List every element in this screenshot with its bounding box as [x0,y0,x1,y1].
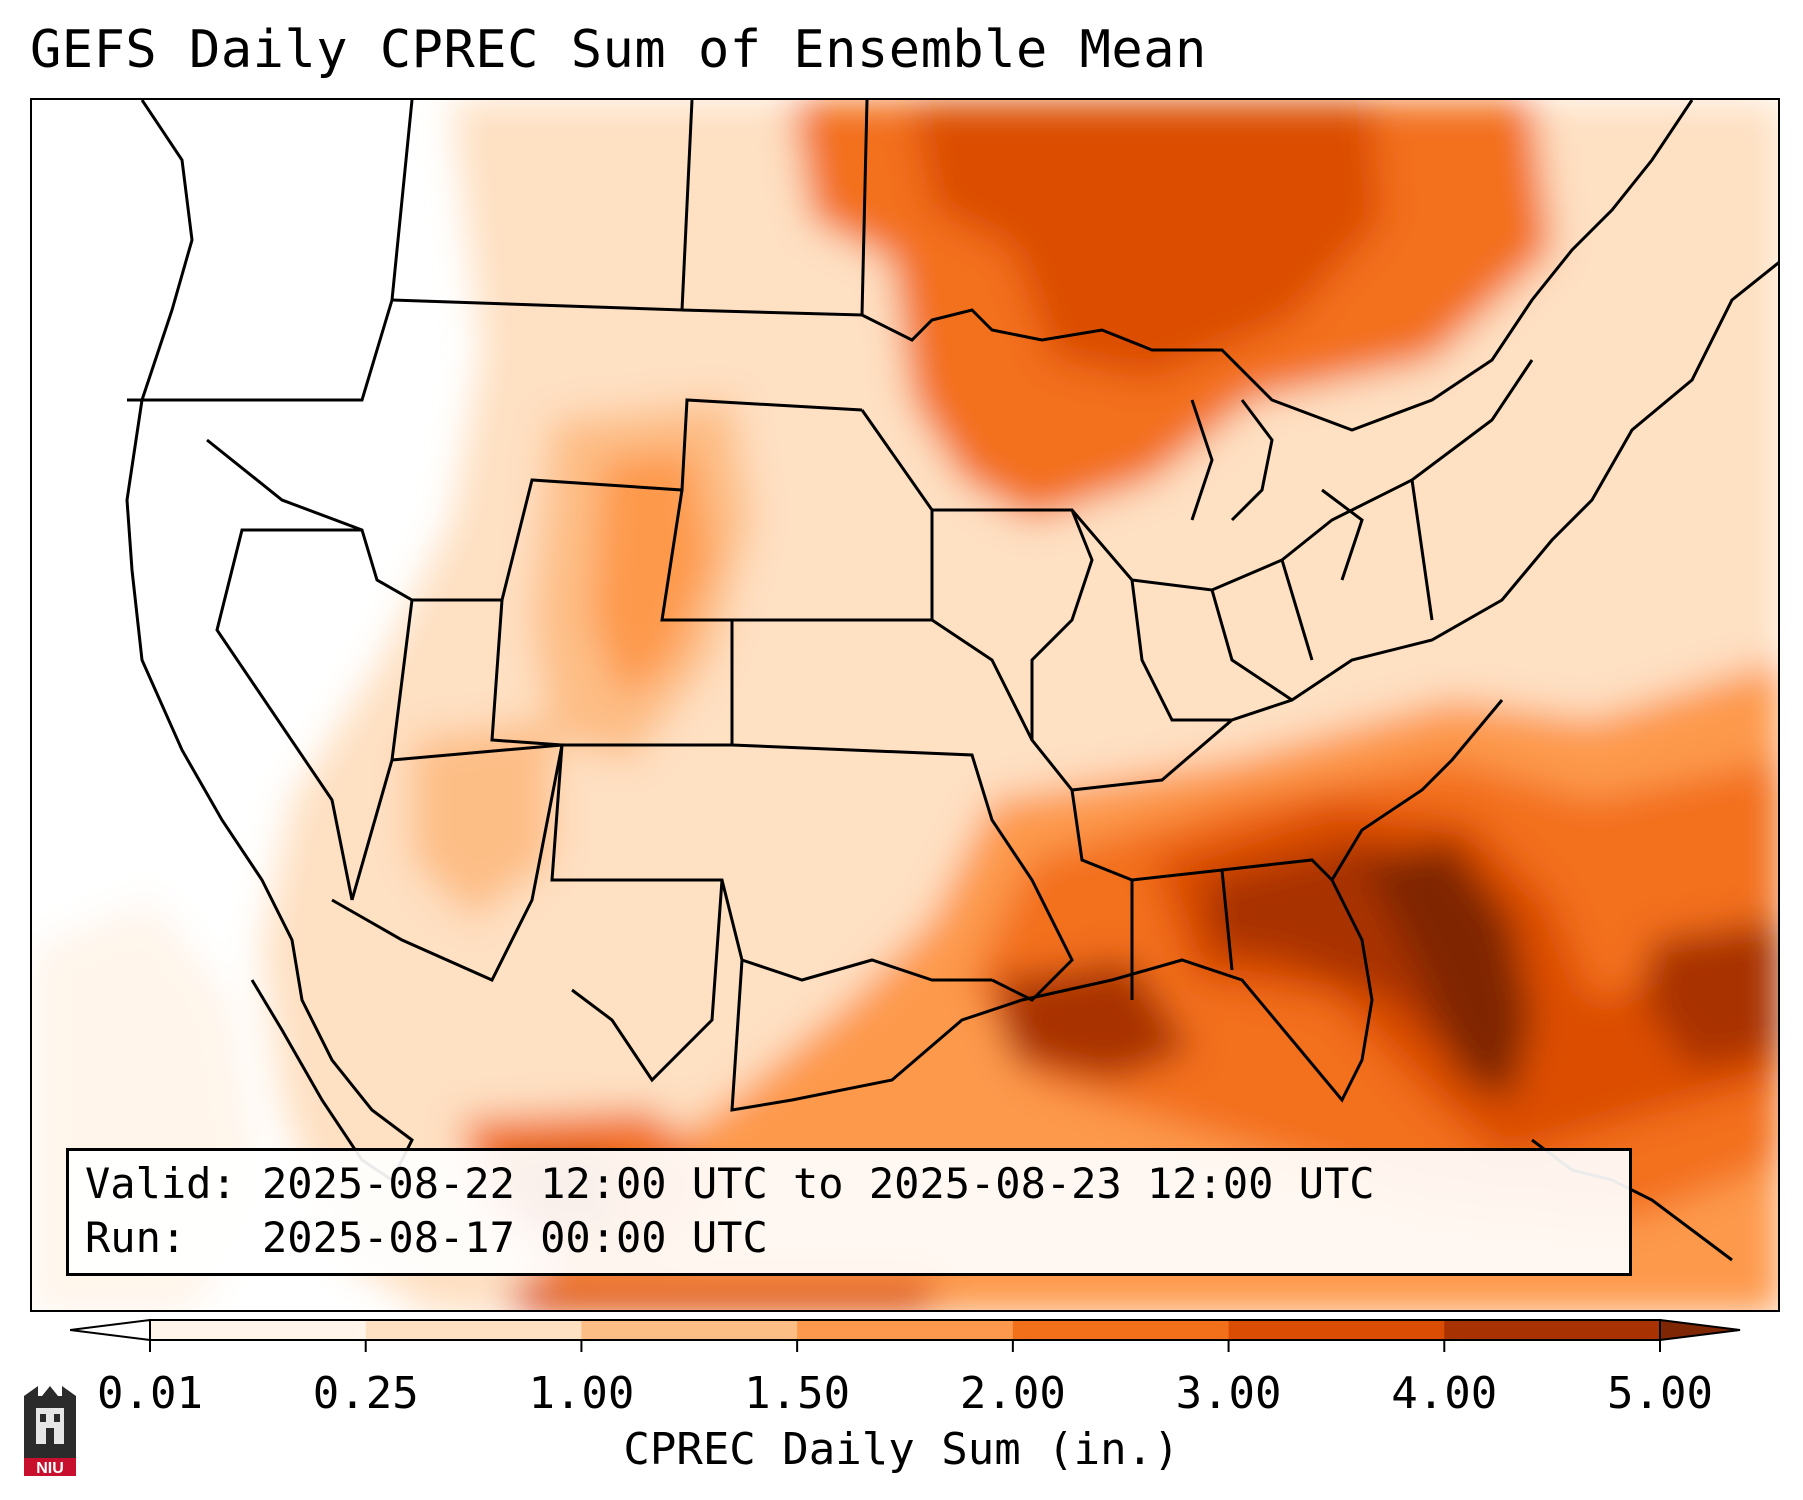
map-title: GEFS Daily CPREC Sum of Ensemble Mean [30,20,1207,80]
colorbar-segment [150,1320,367,1340]
colorbar-segment [365,1320,582,1340]
colorbar-segment [1228,1320,1445,1340]
colorbar-outline [149,1319,1661,1341]
colorbar-under-extension [70,1318,151,1342]
colorbar-segment [1012,1320,1230,1340]
colorbar-tick-label: 1.50 [744,1368,851,1419]
logo-text: NIU [36,1460,64,1476]
run-time-line: Run: 2025-08-17 00:00 UTC [85,1213,768,1262]
map-canvas [32,100,1778,1310]
colorbar-tick-label: 4.00 [1391,1368,1498,1419]
colorbar-tick-label: 5.00 [1607,1368,1713,1419]
colorbar [70,1318,1741,1352]
colorbar-tick-label: 0.01 [97,1368,203,1419]
boundaries [125,100,1778,1262]
colorbar-segment [581,1320,798,1340]
colorbar-segments [70,1318,1741,1352]
colorbar-tick-label: 3.00 [1175,1368,1282,1419]
valid-run-info-box: Valid: 2025-08-22 12:00 UTC to 2025-08-2… [66,1148,1632,1276]
colorbar-segment [1444,1320,1661,1340]
precipitation-map [30,98,1780,1312]
colorbar-over-extension [1659,1318,1741,1342]
colorbar-tick-label: 0.25 [312,1368,419,1419]
colorbar-label: CPREC Daily Sum (in.) [623,1424,1180,1475]
colorbar-tick-label: 2.00 [959,1368,1066,1419]
valid-time-line: Valid: 2025-08-22 12:00 UTC to 2025-08-2… [85,1159,1375,1208]
colorbar-tick-label: 1.00 [528,1368,635,1419]
colorbar-segment [797,1320,1014,1340]
precip-field [32,100,1778,1310]
niu-logo: NIU [24,1386,76,1476]
